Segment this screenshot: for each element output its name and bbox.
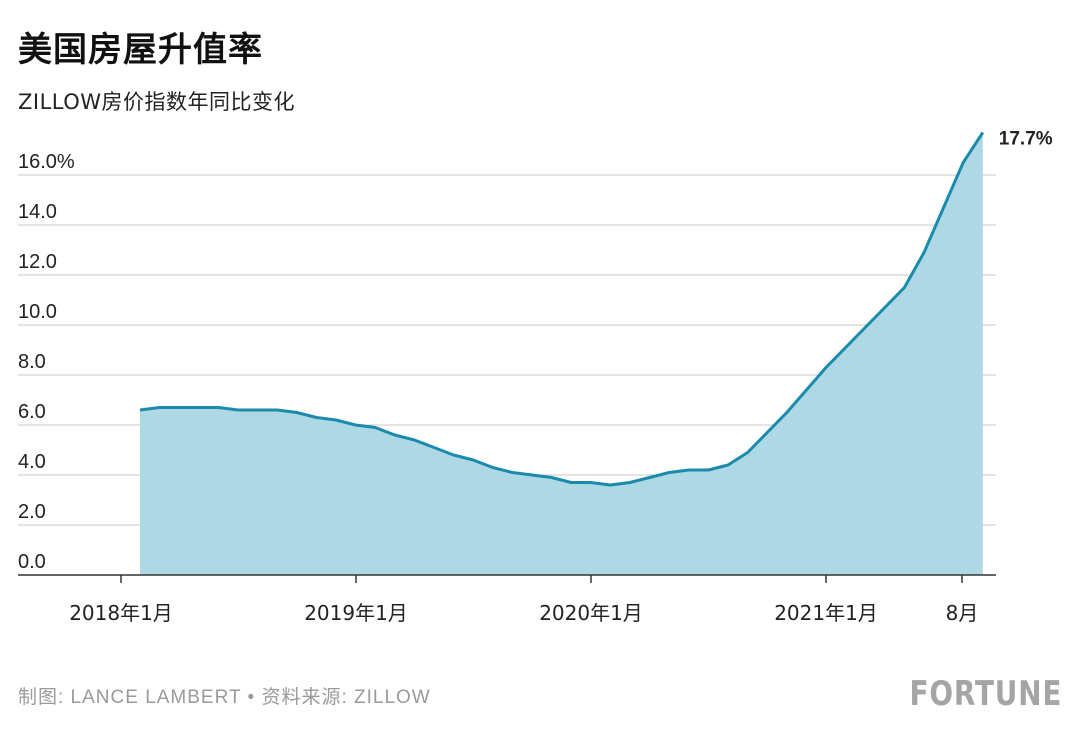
y-tick-label: 0.0 [18, 551, 46, 573]
y-axis-labels: 0.0 2.0 4.0 6.0 8.0 10.0 12.0 14.0 16.0% [18, 151, 75, 573]
x-tick-label: 2018年1月 [69, 601, 173, 625]
y-tick-label: 16.0% [18, 151, 75, 173]
chart-title: 美国房屋升值率 [18, 30, 263, 70]
series-area [139, 131, 985, 575]
y-tick-label: 10.0 [18, 301, 57, 323]
source-credit: 制图: LANCE LAMBERT • 资料来源: ZILLOW [18, 687, 431, 708]
x-tick-label: 2021年1月 [774, 601, 878, 625]
y-tick-label: 8.0 [18, 351, 46, 373]
x-axis [18, 574, 996, 583]
y-tick-label: 4.0 [18, 451, 46, 473]
x-axis-labels: 2018年1月 2019年1月 2020年1月 2021年1月 8月 [69, 601, 978, 625]
brand-logo: FORTUNE [909, 674, 1062, 714]
y-tick-label: 12.0 [18, 251, 57, 273]
x-tick-label: 8月 [946, 601, 979, 625]
end-labels: 17.7% [999, 129, 1053, 150]
chart-subtitle: ZILLOW房价指数年同比变化 [18, 90, 296, 114]
x-tick-label: 2020年1月 [539, 601, 643, 625]
area-fill [140, 132, 983, 575]
y-tick-label: 2.0 [18, 501, 46, 523]
series-line [139, 131, 985, 487]
x-tick-label: 2019年1月 [304, 601, 408, 625]
y-tick-label: 14.0 [18, 201, 57, 223]
end-value-label: 17.7% [999, 129, 1053, 150]
y-tick-label: 6.0 [18, 401, 46, 423]
